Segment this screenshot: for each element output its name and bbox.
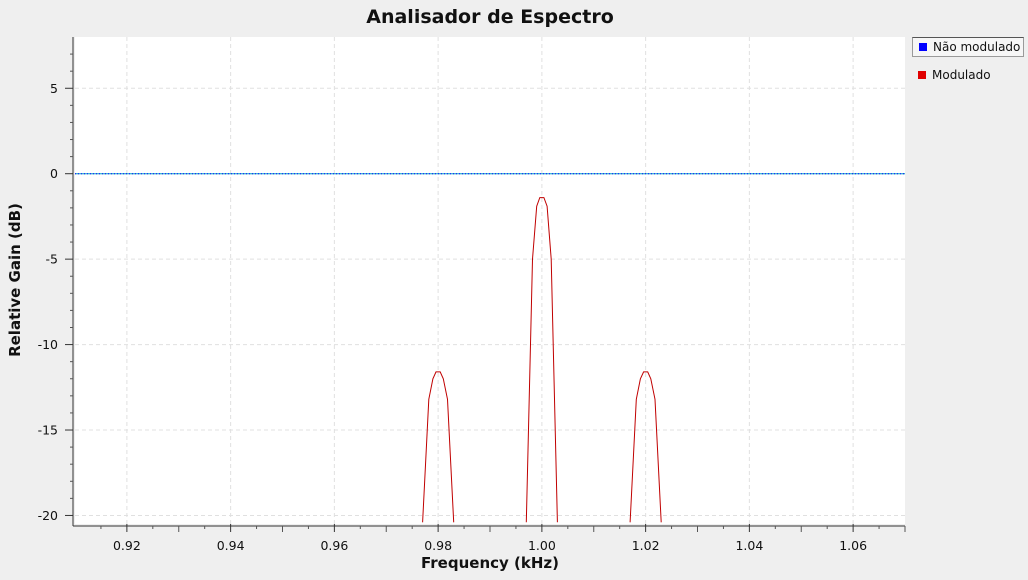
x-axis-title: Frequency (kHz) — [421, 554, 559, 572]
legend-item-modulado[interactable]: Modulado — [912, 65, 1024, 85]
axes — [72, 37, 905, 527]
legend: Não modulado Modulado — [910, 35, 1026, 105]
chart-title: Analisador de Espectro — [366, 6, 614, 28]
y-tick-label: -5 — [46, 252, 58, 267]
legend-label-nao-modulado: Não modulado — [933, 40, 1021, 54]
x-tick-label: 1.06 — [839, 538, 867, 553]
x-tick-label: 1.02 — [632, 538, 660, 553]
plot-area — [75, 37, 905, 524]
y-tick-label: 5 — [50, 81, 58, 96]
series-layer — [75, 173, 905, 523]
y-tick-label: 0 — [50, 166, 58, 181]
x-tick-label: 1.04 — [735, 538, 763, 553]
series-peak-modulado — [525, 197, 558, 523]
y-tick-label: -10 — [38, 337, 58, 352]
x-tick-label: 0.98 — [424, 538, 452, 553]
x-tick-label: 0.94 — [217, 538, 245, 553]
grid — [75, 37, 905, 524]
y-axis-title: Relative Gain (dB) — [6, 203, 24, 357]
x-tick-label: 0.92 — [113, 538, 141, 553]
legend-item-nao-modulado[interactable]: Não modulado — [912, 37, 1024, 57]
series-peak-modulado — [629, 371, 662, 523]
series-peak-modulado — [422, 371, 455, 523]
legend-label-modulado: Modulado — [932, 68, 991, 82]
y-tick-label: -15 — [38, 423, 58, 438]
legend-swatch-nao-modulado — [919, 43, 927, 51]
x-tick-label: 0.96 — [320, 538, 348, 553]
ticks: 0.92 0.94 0.96 0.98 1.00 1.02 1.04 1.06 5 0 -5 -10 -… — [38, 53, 906, 553]
legend-swatch-modulado — [918, 71, 926, 79]
y-tick-label: -20 — [38, 508, 58, 523]
x-tick-label: 1.00 — [528, 538, 556, 553]
